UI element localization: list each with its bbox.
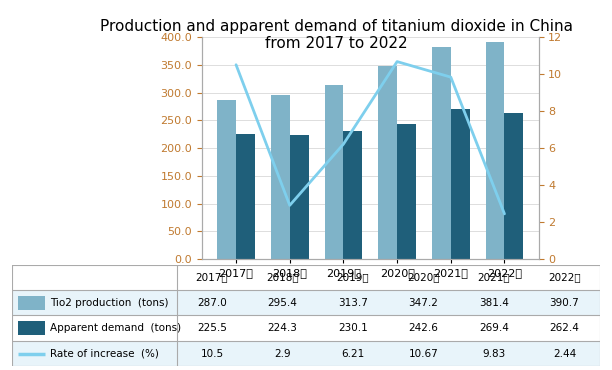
Text: 269.4: 269.4 — [479, 323, 509, 333]
Bar — [451, 110, 469, 259]
Bar — [343, 131, 362, 259]
Bar — [18, 296, 45, 310]
Text: 9.83: 9.83 — [482, 349, 506, 359]
Bar — [271, 95, 289, 259]
Text: Rate of increase  (%): Rate of increase (%) — [50, 349, 159, 359]
Text: 242.6: 242.6 — [409, 323, 438, 333]
Text: 2018年: 2018年 — [266, 272, 299, 282]
Text: 262.4: 262.4 — [550, 323, 580, 333]
Text: 230.1: 230.1 — [338, 323, 368, 333]
Text: 6.21: 6.21 — [341, 349, 365, 359]
Bar — [378, 66, 397, 259]
Text: 10.5: 10.5 — [201, 349, 223, 359]
Bar — [486, 42, 504, 259]
Text: 225.5: 225.5 — [197, 323, 227, 333]
Text: 224.3: 224.3 — [267, 323, 297, 333]
Bar — [432, 47, 451, 259]
Bar — [324, 85, 343, 259]
Bar — [12, 290, 600, 315]
Text: 2019年: 2019年 — [337, 272, 369, 282]
Text: 313.7: 313.7 — [338, 298, 368, 308]
Text: Apparent demand  (tons): Apparent demand (tons) — [50, 323, 182, 333]
Text: 287.0: 287.0 — [197, 298, 227, 308]
Text: 2022年: 2022年 — [548, 272, 581, 282]
Bar — [18, 321, 45, 335]
Bar — [289, 135, 308, 259]
Text: 2017年: 2017年 — [196, 272, 228, 282]
Text: 2.44: 2.44 — [553, 349, 576, 359]
Text: 2020年: 2020年 — [407, 272, 440, 282]
Bar — [397, 124, 416, 259]
Bar — [12, 315, 600, 341]
Bar — [504, 113, 523, 259]
Bar — [236, 134, 255, 259]
Bar — [12, 341, 600, 366]
Text: Production and apparent demand of titanium dioxide in China
from 2017 to 2022: Production and apparent demand of titani… — [100, 18, 573, 51]
Text: 295.4: 295.4 — [267, 298, 297, 308]
Text: 2.9: 2.9 — [274, 349, 291, 359]
Text: 347.2: 347.2 — [409, 298, 438, 308]
Text: 2021年: 2021年 — [478, 272, 510, 282]
Bar — [217, 100, 236, 259]
Text: 390.7: 390.7 — [550, 298, 580, 308]
Text: Tio2 production  (tons): Tio2 production (tons) — [50, 298, 169, 308]
Text: 10.67: 10.67 — [409, 349, 438, 359]
Text: 381.4: 381.4 — [479, 298, 509, 308]
